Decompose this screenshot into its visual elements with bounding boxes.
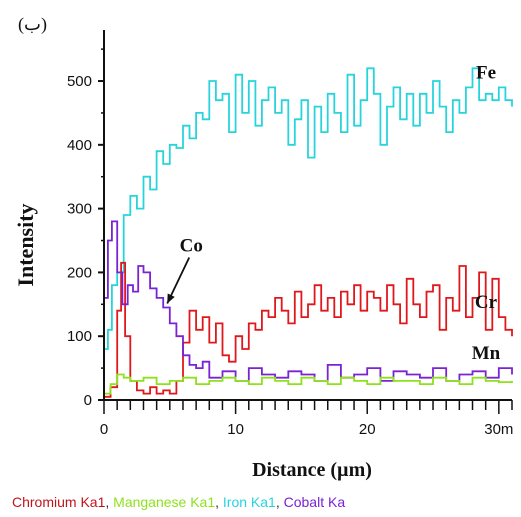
x-tick-label-0: 0 — [100, 421, 108, 438]
legend-item-6: Cobalt Ka — [284, 494, 346, 510]
y-tick-label-5: 500 — [67, 73, 92, 90]
legend: Chromium Ka1, Manganese Ka1, Iron Ka1, C… — [12, 494, 345, 510]
x-axis-title: Distance (µm) — [252, 459, 372, 481]
y-axis: 0 100 200 300 400 500 — [67, 30, 105, 409]
series-label-cr: Cr — [475, 292, 498, 313]
series-line-iron-ka1 — [104, 67, 513, 350]
panel-label: (ب) — [18, 14, 47, 35]
legend-item-1: , — [105, 494, 113, 510]
y-tick-label-1: 100 — [67, 328, 92, 345]
y-tick-label-0: 0 — [84, 392, 92, 409]
y-tick-label-2: 200 — [67, 264, 92, 281]
legend-item-4: Iron Ka1 — [223, 494, 276, 510]
series-labels: Fe Cr Mn — [472, 63, 501, 364]
series-label-mn: Mn — [472, 343, 501, 364]
y-tick-label-4: 400 — [67, 137, 92, 154]
series-line-manganese-ka1 — [104, 373, 513, 395]
legend-item-3: , — [215, 494, 223, 510]
y-axis-title: Intensity — [13, 203, 38, 286]
plot-area: 0 100 200 300 400 500 0 10 20 30m Fe Cr Mn Co — [67, 30, 513, 438]
annotation-co-label: Co — [180, 236, 203, 257]
legend-item-2: Manganese Ka1 — [113, 494, 215, 510]
legend-item-5: , — [276, 494, 284, 510]
x-axis: 0 10 20 30m — [100, 399, 513, 438]
series-label-fe: Fe — [476, 63, 496, 84]
x-tick-label-1: 10 — [227, 421, 244, 438]
legend-item-0: Chromium Ka1 — [12, 494, 106, 510]
annotation-layer: Co — [166, 236, 203, 304]
x-tick-label-2: 20 — [359, 421, 376, 438]
x-tick-label-3: 30m — [484, 421, 513, 438]
series-line-chromium-ka1 — [104, 261, 513, 398]
y-tick-label-3: 300 — [67, 201, 92, 218]
series-line-cobalt-ka — [104, 220, 513, 382]
annotation-arrow-head — [167, 293, 175, 304]
series-layer — [104, 67, 513, 398]
